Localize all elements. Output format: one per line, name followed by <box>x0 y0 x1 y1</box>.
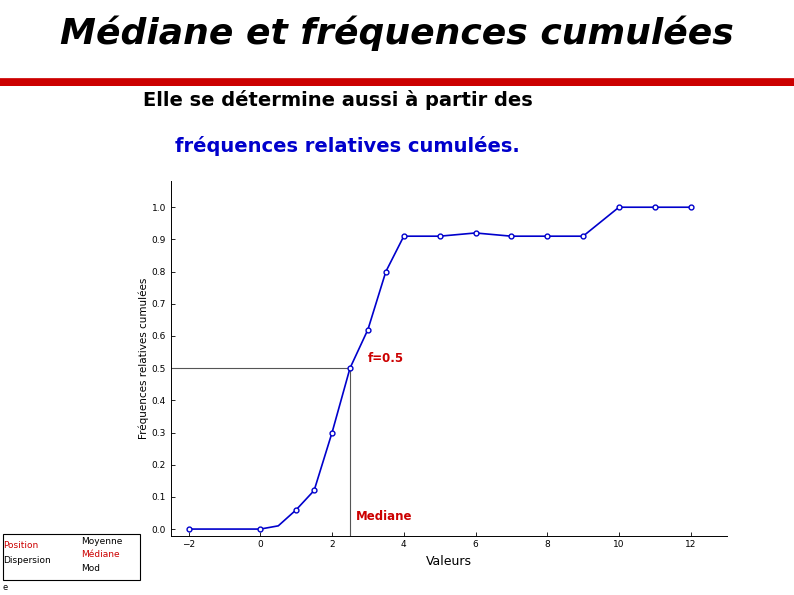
Text: e: e <box>3 583 8 592</box>
Y-axis label: Fréquences relatives cumulées: Fréquences relatives cumulées <box>138 278 148 439</box>
Text: Mediane: Mediane <box>356 510 412 522</box>
Bar <box>3 534 140 580</box>
Text: Dispersion: Dispersion <box>3 556 51 565</box>
Text: fréquences relatives cumulées.: fréquences relatives cumulées. <box>175 136 520 156</box>
X-axis label: Valeurs: Valeurs <box>426 555 472 568</box>
Text: Mod: Mod <box>81 564 100 573</box>
Text: Médiane: Médiane <box>81 550 119 559</box>
Text: f=0.5: f=0.5 <box>368 352 404 365</box>
Text: Moyenne: Moyenne <box>81 537 122 546</box>
Text: Position: Position <box>3 541 38 550</box>
Text: Médiane et fréquences cumulées: Médiane et fréquences cumulées <box>60 15 734 51</box>
Text: Elle se détermine aussi à partir des: Elle se détermine aussi à partir des <box>143 90 533 110</box>
